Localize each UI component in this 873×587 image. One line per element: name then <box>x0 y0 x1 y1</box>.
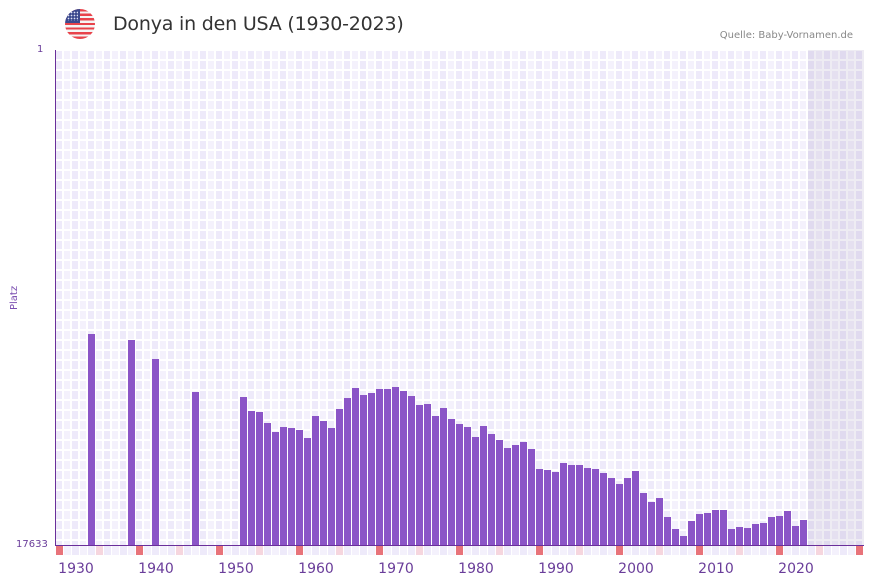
bar-1983[interactable] <box>496 440 503 545</box>
y-tick-top: 1 <box>37 44 44 55</box>
bar-1932[interactable] <box>88 334 95 545</box>
y-tick-bottom: 17633 <box>16 539 48 550</box>
chart-title: Donya in den USA (1930-2023) <box>113 13 404 35</box>
bar-2006[interactable] <box>680 536 687 545</box>
bar-1991[interactable] <box>560 463 567 545</box>
bar-1997[interactable] <box>608 478 615 545</box>
bar-1968[interactable] <box>376 389 383 545</box>
bar-1940[interactable] <box>152 359 159 545</box>
bar-1976[interactable] <box>440 408 447 545</box>
bar-1988[interactable] <box>536 469 543 545</box>
bar-1953[interactable] <box>256 412 263 545</box>
bar-2020[interactable] <box>792 526 799 545</box>
bar-1959[interactable] <box>304 438 311 545</box>
bar-1987[interactable] <box>528 449 535 545</box>
bar-1995[interactable] <box>592 469 599 545</box>
y-axis-title: Platz <box>9 285 20 310</box>
bar-1974[interactable] <box>424 404 431 545</box>
bar-2011[interactable] <box>720 510 727 545</box>
bar-1975[interactable] <box>432 416 439 545</box>
bar-1937[interactable] <box>128 340 135 545</box>
bar-1956[interactable] <box>280 427 287 545</box>
bar-2010[interactable] <box>712 510 719 545</box>
bar-2015[interactable] <box>752 524 759 545</box>
x-tick-label: 1980 <box>458 561 494 577</box>
bar-1967[interactable] <box>368 393 375 545</box>
bar-1945[interactable] <box>192 392 199 545</box>
x-tick-label: 1990 <box>538 561 574 577</box>
bar-2005[interactable] <box>672 529 679 545</box>
bar-1992[interactable] <box>568 465 575 545</box>
bar-1998[interactable] <box>616 484 623 545</box>
bar-2014[interactable] <box>744 528 751 545</box>
bar-1980[interactable] <box>472 437 479 545</box>
bar-2017[interactable] <box>768 517 775 545</box>
bar-1973[interactable] <box>416 405 423 545</box>
bar-1951[interactable] <box>240 397 247 545</box>
bar-2009[interactable] <box>704 513 711 545</box>
bar-2007[interactable] <box>688 521 695 545</box>
bar-2008[interactable] <box>696 514 703 545</box>
bar-1969[interactable] <box>384 389 391 545</box>
plot-area <box>56 50 864 549</box>
bar-1961[interactable] <box>320 421 327 545</box>
bar-2018[interactable] <box>776 516 783 545</box>
future-shaded-region <box>808 50 864 545</box>
bar-1999[interactable] <box>624 478 631 545</box>
bar-1981[interactable] <box>480 426 487 545</box>
x-tick-label: 1960 <box>298 561 334 577</box>
bar-1994[interactable] <box>584 468 591 545</box>
bar-1964[interactable] <box>344 398 351 545</box>
bar-1962[interactable] <box>328 428 335 545</box>
bar-2013[interactable] <box>736 527 743 545</box>
bar-2019[interactable] <box>784 511 791 545</box>
bar-1989[interactable] <box>544 470 551 545</box>
bar-2001[interactable] <box>640 493 647 545</box>
bar-1982[interactable] <box>488 434 495 545</box>
x-tick-label: 2010 <box>698 561 734 577</box>
bar-2021[interactable] <box>800 520 807 545</box>
bar-1990[interactable] <box>552 472 559 545</box>
bar-2002[interactable] <box>648 502 655 545</box>
bar-1978[interactable] <box>456 424 463 545</box>
bar-1954[interactable] <box>264 423 271 545</box>
bar-1985[interactable] <box>512 445 519 545</box>
bar-1977[interactable] <box>448 419 455 545</box>
bar-1960[interactable] <box>312 416 319 545</box>
bar-1970[interactable] <box>392 387 399 545</box>
bar-1996[interactable] <box>600 473 607 545</box>
bar-2004[interactable] <box>664 517 671 545</box>
bar-2000[interactable] <box>632 471 639 545</box>
bar-1972[interactable] <box>408 396 415 545</box>
bar-1952[interactable] <box>248 411 255 545</box>
y-axis-line <box>55 50 56 546</box>
bar-1965[interactable] <box>352 388 359 545</box>
bar-1955[interactable] <box>272 432 279 545</box>
bar-2012[interactable] <box>728 529 735 545</box>
x-tick-label: 1930 <box>58 561 94 577</box>
x-tick-label: 2000 <box>618 561 654 577</box>
bar-1984[interactable] <box>504 448 511 545</box>
bar-1958[interactable] <box>296 430 303 545</box>
bar-1957[interactable] <box>288 428 295 545</box>
bar-1971[interactable] <box>400 391 407 545</box>
bar-1966[interactable] <box>360 395 367 545</box>
bar-2016[interactable] <box>760 523 767 545</box>
bar-1986[interactable] <box>520 442 527 545</box>
bar-1979[interactable] <box>464 427 471 545</box>
x-tick-label: 1950 <box>218 561 254 577</box>
bar-2003[interactable] <box>656 498 663 545</box>
source-label: Quelle: Baby-Vornamen.de <box>719 30 853 41</box>
x-tick-label: 2020 <box>778 561 814 577</box>
x-axis-line <box>55 545 864 546</box>
x-tick-label: 1970 <box>378 561 414 577</box>
usa-flag-icon <box>65 9 95 39</box>
bar-1993[interactable] <box>576 465 583 545</box>
bar-1963[interactable] <box>336 409 343 545</box>
x-tick-label: 1940 <box>138 561 174 577</box>
